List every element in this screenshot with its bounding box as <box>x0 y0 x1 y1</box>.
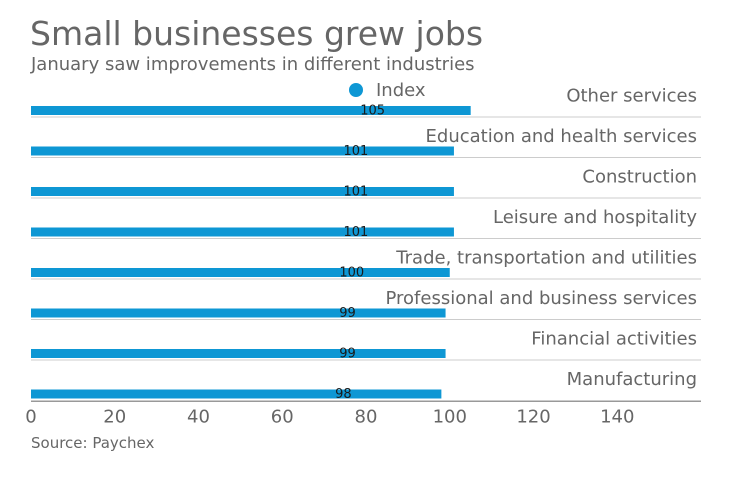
category-label-1: Other services <box>566 86 697 107</box>
bar-1 <box>31 106 471 115</box>
data-label-6: 99 <box>339 306 356 321</box>
source-note: Source: Paychex <box>31 434 154 452</box>
data-label-7: 99 <box>339 347 356 362</box>
bar-rows: Other services 105 Education and health se… <box>31 86 701 402</box>
legend-swatch-index <box>349 83 363 97</box>
category-label-7: Financial activities <box>531 329 697 350</box>
x-tick-label-1: 0 <box>25 407 36 428</box>
bar-8 <box>31 389 442 399</box>
data-label-2: 101 <box>344 144 369 159</box>
bar-4 <box>31 227 454 237</box>
x-tick-label-6: 100 <box>433 407 467 428</box>
x-tick-label-2: 20 <box>103 407 126 428</box>
x-tick-label-8: 140 <box>600 407 634 428</box>
bar-2 <box>31 146 454 156</box>
bar-3 <box>31 187 454 196</box>
data-label-8: 98 <box>335 387 352 402</box>
category-label-5: Trade, transportation and utilities <box>395 248 697 269</box>
category-label-6: Professional and business services <box>385 288 697 309</box>
x-tick-label-5: 80 <box>355 407 378 428</box>
legend: Index <box>349 80 426 101</box>
chart-title: Small businesses grew jobs <box>30 14 483 53</box>
x-axis: 0 20 40 60 80 100 120 140 <box>25 401 701 428</box>
bar-7 <box>31 349 446 358</box>
data-label-5: 100 <box>339 266 364 281</box>
data-label-1: 105 <box>360 104 385 119</box>
data-label-4: 101 <box>344 225 369 240</box>
category-label-8: Manufacturing <box>567 369 697 390</box>
category-label-3: Construction <box>582 167 697 188</box>
legend-label-index: Index <box>376 80 426 101</box>
x-tick-label-7: 120 <box>516 407 550 428</box>
x-tick-label-3: 40 <box>187 407 210 428</box>
x-tick-label-4: 60 <box>271 407 294 428</box>
category-label-2: Education and health services <box>426 126 697 147</box>
category-label-4: Leisure and hospitality <box>493 207 697 228</box>
chart-subtitle: January saw improvements in different in… <box>30 54 475 75</box>
data-label-3: 101 <box>344 185 369 200</box>
bar-6 <box>31 308 446 318</box>
bar-5 <box>31 268 450 277</box>
